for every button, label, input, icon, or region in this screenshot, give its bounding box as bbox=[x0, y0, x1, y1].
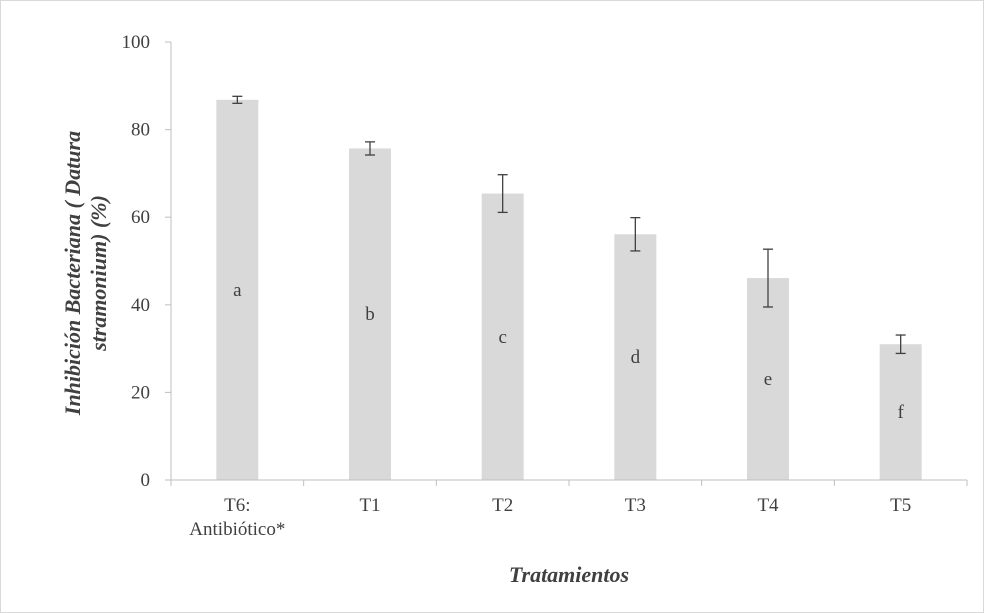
data-label: e bbox=[764, 369, 772, 390]
x-tick-label: T4 bbox=[757, 495, 779, 516]
x-tick-label: T5 bbox=[890, 495, 911, 516]
x-tick-label: T2 bbox=[492, 495, 513, 516]
x-axis-title: Tratamientos bbox=[509, 562, 629, 587]
y-tick-label: 0 bbox=[141, 470, 151, 491]
x-tick-labels: T6: Antibiótico* T1 T2 T3 T4 T5 bbox=[170, 480, 968, 540]
bars-group bbox=[216, 99, 922, 480]
y-tick-label: 80 bbox=[131, 120, 150, 141]
error-bar bbox=[365, 141, 375, 156]
x-tick-label: T3 bbox=[625, 495, 646, 516]
y-tick-labels: 0 20 40 60 80 100 bbox=[122, 32, 171, 491]
data-label: b bbox=[365, 304, 375, 325]
bar bbox=[216, 99, 259, 480]
error-bar bbox=[763, 248, 773, 308]
data-label: a bbox=[233, 280, 242, 301]
data-labels-group: a b c d e f bbox=[233, 280, 904, 423]
bar bbox=[349, 148, 391, 480]
bar bbox=[614, 234, 657, 480]
error-bars-group bbox=[232, 95, 906, 355]
data-label: d bbox=[631, 347, 641, 368]
y-tick-label: 100 bbox=[122, 32, 151, 53]
data-label: c bbox=[498, 327, 506, 348]
y-tick-label: 40 bbox=[131, 295, 150, 316]
bar bbox=[879, 344, 922, 480]
x-tick-label: T6: Antibiótico* bbox=[189, 495, 285, 540]
y-tick-label: 60 bbox=[131, 207, 150, 228]
bar bbox=[747, 278, 789, 480]
error-bar bbox=[630, 216, 641, 252]
x-tick-label: T1 bbox=[359, 495, 380, 516]
bar bbox=[481, 193, 524, 480]
error-bar bbox=[497, 174, 508, 214]
y-axis-title: Inhibición Bacteriana ( Daturastramonium… bbox=[60, 131, 111, 416]
error-bar bbox=[895, 334, 906, 355]
y-tick-label: 20 bbox=[131, 382, 150, 403]
data-label: f bbox=[898, 402, 905, 423]
error-bar bbox=[232, 95, 243, 104]
